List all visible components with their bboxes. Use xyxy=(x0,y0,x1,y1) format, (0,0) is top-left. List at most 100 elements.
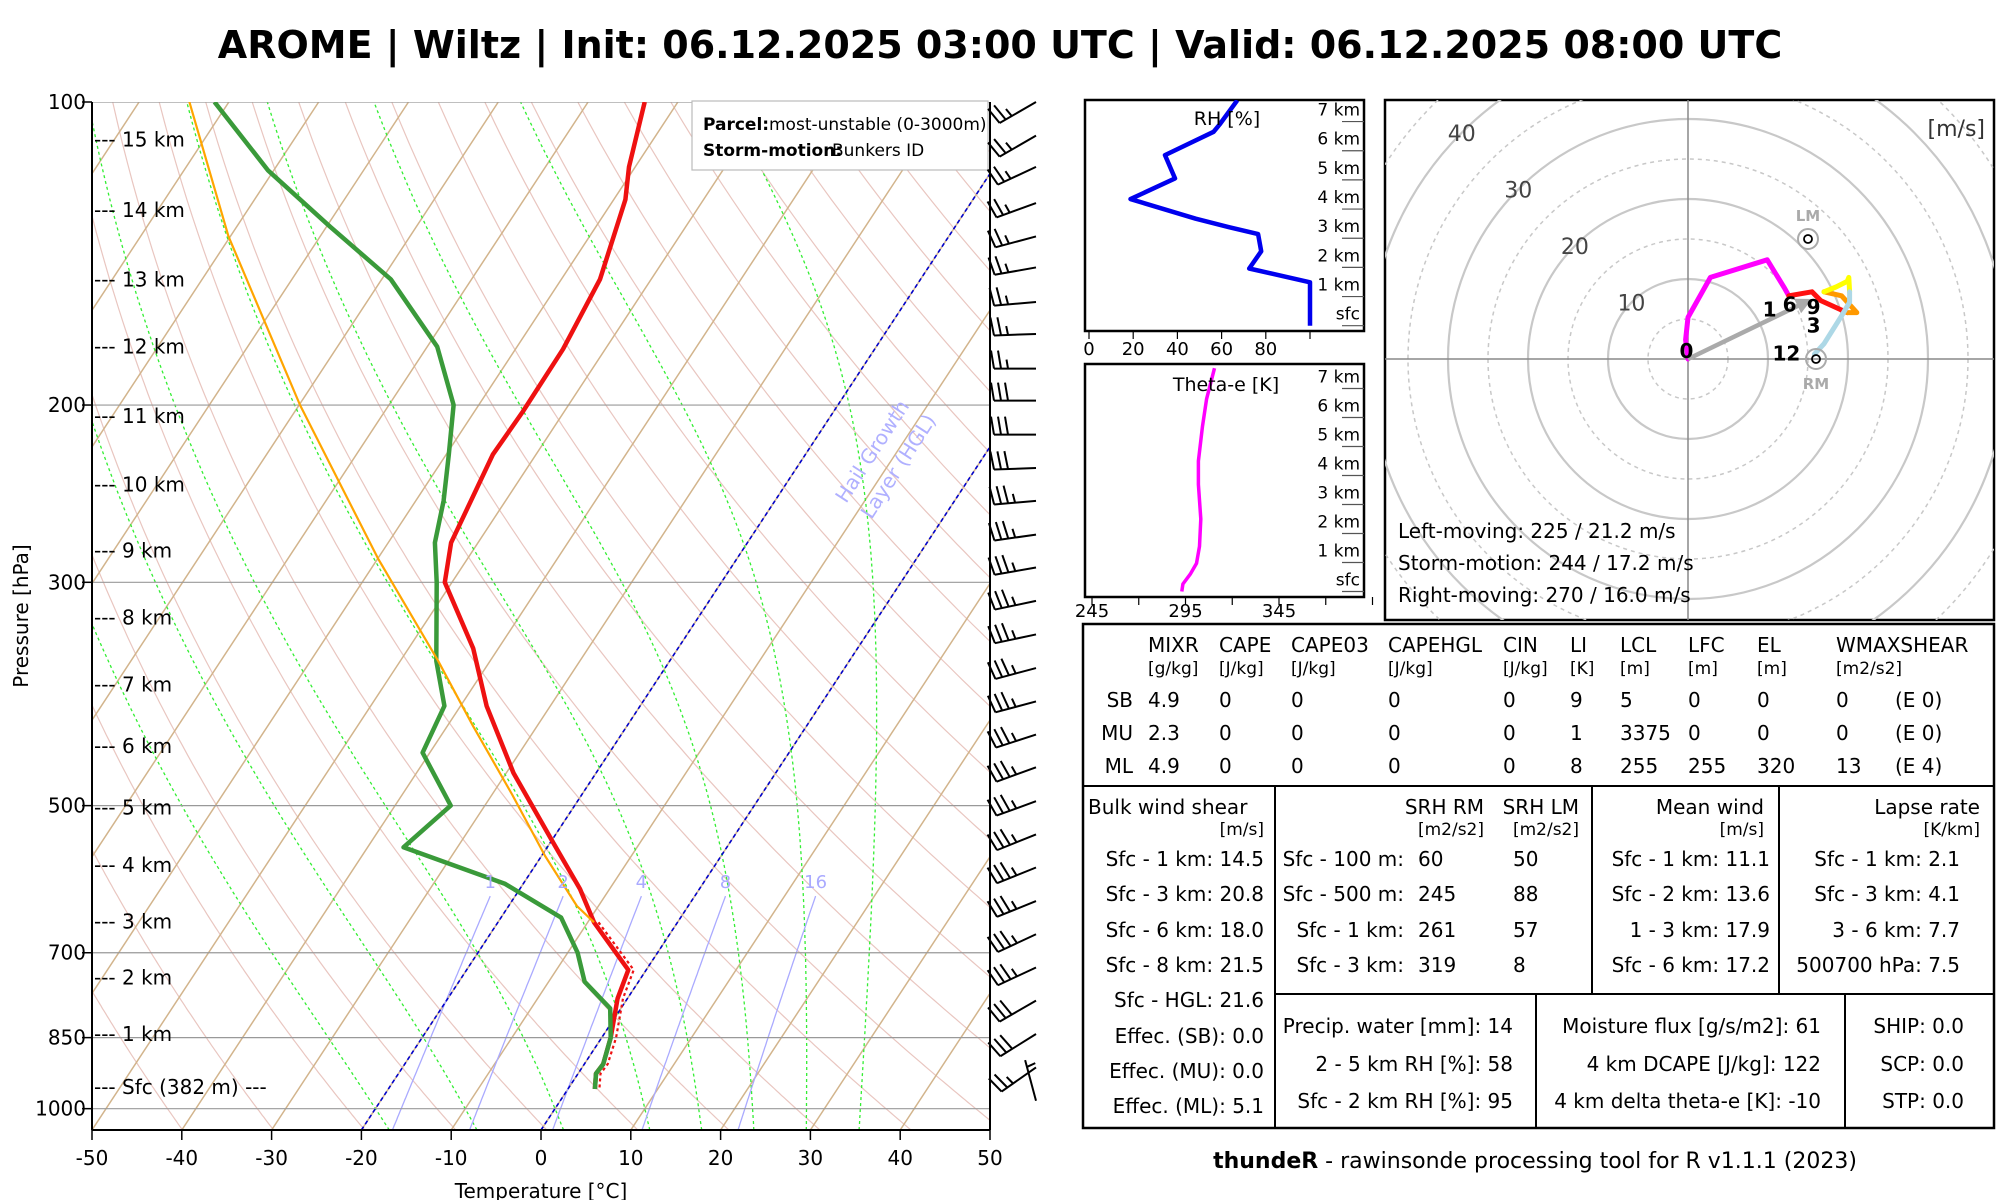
barb-feather xyxy=(1000,726,1011,744)
barb-half-feather xyxy=(1005,108,1013,117)
barb-feather xyxy=(986,765,998,783)
x-tick-label: -50 xyxy=(76,1146,109,1170)
height-label: --- 4 km xyxy=(94,853,172,877)
barb-half-feather xyxy=(1010,732,1017,742)
height-label: --- 1 km xyxy=(94,1022,172,1046)
wind-barb xyxy=(987,589,1037,611)
barb-feather xyxy=(999,895,1011,913)
barb-feather xyxy=(987,557,996,576)
isotherm xyxy=(92,102,769,1130)
composite-index-row: STP: 0.0 xyxy=(1882,1089,1964,1113)
barb-feather xyxy=(986,695,997,713)
legend-parcel-value: most-unstable (0-3000m) xyxy=(769,115,987,135)
column-unit: [J/kg] xyxy=(1219,659,1264,679)
y-tick-label: 500 xyxy=(48,794,86,818)
hodograph-segment-1-3km xyxy=(1786,289,1850,316)
dry-adiabat xyxy=(205,102,912,1130)
wind-barb xyxy=(986,691,1037,714)
barb-half-feather xyxy=(1011,629,1017,640)
hodograph-area: 10 20 30 40 LM RM 0 1 6 93 12 xyxy=(1385,100,1994,620)
barb-feather xyxy=(996,451,1003,470)
srh-header: SRH RM xyxy=(1405,795,1484,819)
srh-lm-value: 88 xyxy=(1513,882,1538,906)
srh-rm-value: 261 xyxy=(1418,918,1456,942)
composite-index-row: SHIP: 0.0 xyxy=(1873,1014,1964,1038)
barb-feather xyxy=(989,451,996,470)
table-cell: 3375 xyxy=(1620,721,1671,745)
height-tick-label: sfc xyxy=(1336,305,1360,325)
column-unit: [K] xyxy=(1570,659,1594,679)
x-tick-label: 0 xyxy=(535,1146,548,1170)
table-cell: 2.3 xyxy=(1148,721,1180,745)
left-mover-label: LM xyxy=(1796,207,1821,225)
x-tick-label: 60 xyxy=(1210,339,1233,360)
column-unit: [J/kg] xyxy=(1388,659,1433,679)
x-tick-label: 295 xyxy=(1168,601,1202,622)
table-cell: 255 xyxy=(1620,754,1658,778)
barb-feather xyxy=(1003,450,1009,470)
x-axis-title: Temperature [°C] xyxy=(454,1179,628,1200)
barb-half-feather xyxy=(1011,562,1017,572)
x-tick-label: 10 xyxy=(618,1146,643,1170)
barb-feather xyxy=(999,760,1011,778)
barb-feather xyxy=(993,864,1005,882)
mean-wind-row: Sfc - 1 km: 11.1 xyxy=(1612,847,1770,871)
dry-adiabat xyxy=(344,102,990,978)
barb-feather xyxy=(1000,658,1010,676)
dry-adiabat xyxy=(92,703,366,1130)
moist-adiabat xyxy=(520,102,808,1130)
wind-barb xyxy=(989,450,1037,471)
mixing-ratio-label: 8 xyxy=(720,872,731,893)
barb-feather xyxy=(993,1073,1009,1089)
barb-staff xyxy=(999,134,1037,158)
wind-barb xyxy=(987,622,1037,645)
isotherm xyxy=(450,308,990,1130)
table-cell: 0 xyxy=(1836,721,1849,745)
table-cell: 0 xyxy=(1688,721,1701,745)
left-mover-marker xyxy=(1797,228,1819,250)
barb-feather xyxy=(986,169,999,186)
lapse-rate-row: Sfc - 1 km: 2.1 xyxy=(1814,847,1960,871)
table-cell: (E 0) xyxy=(1895,721,1942,745)
x-tick-label: 20 xyxy=(708,1146,733,1170)
barb-feather xyxy=(986,799,998,817)
wind-barb xyxy=(987,255,1037,276)
barb-half-feather xyxy=(1005,141,1013,151)
srh-unit: [m2/s2] xyxy=(1513,820,1579,840)
lapse-rate-row: 3 - 6 km: 7.7 xyxy=(1832,918,1960,942)
table-cell: 0 xyxy=(1219,754,1232,778)
height-tick-label: 5 km xyxy=(1317,426,1360,446)
profile-line xyxy=(1128,100,1313,326)
barb-feather xyxy=(994,590,1003,609)
moisture-row: 2 - 5 km RH [%]: 58 xyxy=(1315,1052,1513,1076)
height-label: --- 5 km xyxy=(94,795,172,819)
barb-feather xyxy=(1001,554,1010,573)
barb-feather xyxy=(986,834,998,851)
storm-motion-text: Left-moving: 225 / 21.2 m/s xyxy=(1398,519,1676,543)
barb-feather xyxy=(993,762,1004,780)
hodograph-segment-0-1km xyxy=(1683,257,1792,362)
wind-barb xyxy=(986,228,1037,249)
isotherm xyxy=(92,102,679,995)
legend-storm-value: Bunkers ID xyxy=(832,141,924,161)
isotherm xyxy=(809,855,990,1130)
storm-motion-arrowhead xyxy=(1794,298,1812,314)
bulk-shear-row: Effec. (MU): 0.0 xyxy=(1109,1059,1264,1083)
barb-half-feather xyxy=(1011,528,1017,538)
wind-barbs xyxy=(986,101,1037,1101)
lapse-rate-row: 500700 hPa: 7.5 xyxy=(1796,953,1960,977)
page-title: AROME | Wiltz | Init: 06.12.2025 03:00 U… xyxy=(218,23,1782,68)
height-tick-label: 1 km xyxy=(1317,276,1360,296)
wind-barb xyxy=(990,350,1036,370)
table-cell: 8 xyxy=(1570,754,1583,778)
barb-half-feather xyxy=(1005,1076,1014,1085)
barb-half-feather xyxy=(1011,493,1017,503)
barb-feather xyxy=(986,900,998,918)
barb-feather xyxy=(987,592,996,610)
height-label: --- 15 km xyxy=(94,128,185,152)
x-tick-label: -20 xyxy=(345,1146,378,1170)
wind-barb xyxy=(987,134,1037,158)
barb-feather xyxy=(990,416,995,435)
mixing-ratio-label: 16 xyxy=(804,872,827,893)
srh-rm-value: 319 xyxy=(1418,953,1456,977)
